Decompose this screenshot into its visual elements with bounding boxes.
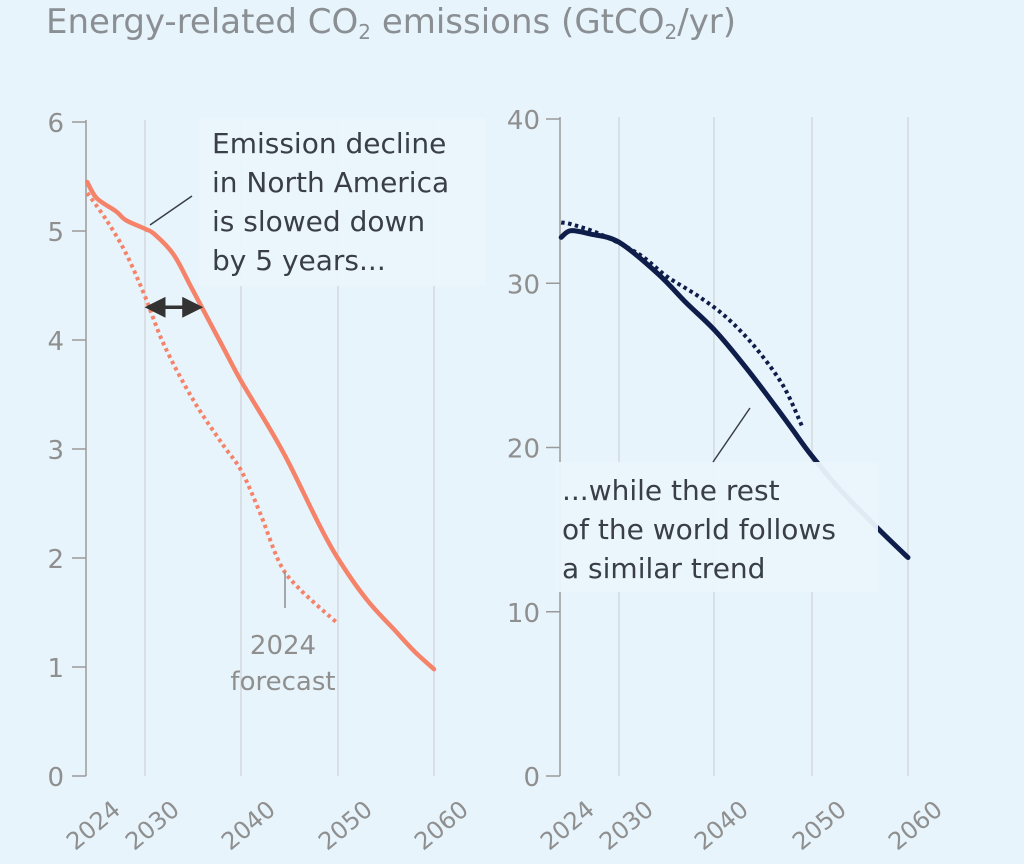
- annotation-line: in North America: [212, 166, 449, 199]
- x-tick-label-2030: 2030: [120, 795, 185, 856]
- forecast-label: forecast: [230, 667, 335, 697]
- title-text: Energy-related CO: [46, 2, 359, 42]
- x-tick-label-2050: 2050: [313, 795, 378, 856]
- forecast-series-line: [85, 191, 340, 625]
- annotation-line: Emission decline: [212, 127, 446, 160]
- annotation-line: is slowed down: [212, 205, 425, 238]
- forecast-label: 2024: [250, 631, 316, 661]
- annotation-line: of the world follows: [562, 513, 836, 546]
- x-tick-label-2060: 2060: [883, 795, 948, 856]
- annotation-leader-line: [712, 407, 751, 463]
- title-text-2: emissions (GtCO: [371, 2, 665, 42]
- y-tick-label-40: 40: [507, 106, 540, 136]
- y-tick-label-0: 0: [523, 763, 540, 793]
- annotation-line: ...while the rest: [562, 474, 780, 507]
- y-tick-label-2: 2: [47, 545, 64, 575]
- x-tick-label-2060: 2060: [409, 795, 474, 856]
- title-subscript: 2: [358, 20, 372, 44]
- annotation-line: a similar trend: [562, 552, 765, 585]
- title-text-3: /yr): [677, 2, 737, 42]
- y-tick-label-0: 0: [47, 763, 64, 793]
- y-tick-label-3: 3: [47, 436, 64, 466]
- y-tick-label-6: 6: [47, 109, 64, 139]
- y-tick-label-20: 20: [507, 435, 540, 465]
- x-tick-label-2040: 2040: [689, 795, 754, 856]
- y-tick-label-4: 4: [47, 327, 64, 357]
- x-tick-label-2040: 2040: [216, 795, 281, 856]
- chart-title: Energy-related CO2 emissions (GtCO2/yr): [46, 2, 736, 44]
- y-tick-label-5: 5: [47, 218, 64, 248]
- x-tick-label-2030: 2030: [594, 795, 659, 856]
- forecast-series-line: [560, 220, 804, 427]
- annotation-box: [556, 462, 878, 592]
- y-tick-label-1: 1: [47, 654, 64, 684]
- annotation-line: by 5 years...: [212, 244, 386, 277]
- annotation-box: [199, 118, 485, 286]
- title-subscript-2: 2: [664, 20, 678, 44]
- x-tick-label-2024: 2024: [535, 795, 600, 856]
- x-tick-label-2050: 2050: [787, 795, 852, 856]
- y-tick-label-30: 30: [507, 270, 540, 300]
- annotation-leader-line: [149, 195, 193, 226]
- actual-series-line: [84, 179, 437, 672]
- y-tick-label-10: 10: [507, 599, 540, 629]
- x-tick-label-2024: 2024: [61, 795, 126, 856]
